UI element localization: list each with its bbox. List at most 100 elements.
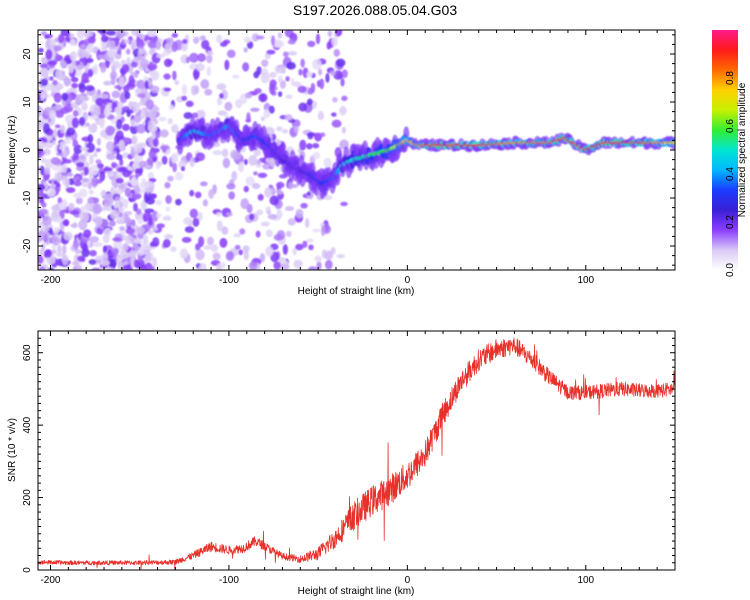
spectrogram-noise-blob (107, 258, 117, 268)
spectrogram-noise-blob (224, 59, 230, 71)
spectrogram-noise-blob (156, 223, 165, 229)
spectrogram-noise-blob (298, 102, 308, 112)
spectrogram-noise-blob (216, 83, 227, 90)
spectrogram-noise-blob (66, 172, 74, 177)
spectrogram-noise-blob (50, 249, 57, 255)
spectrogram-noise-blob (333, 48, 340, 57)
spectrogram-noise-blob (69, 38, 75, 47)
spectrogram-noise-blob (62, 159, 72, 164)
spectrogram-noise-blob (331, 112, 337, 117)
spectrogram-noise-blob (238, 161, 245, 173)
spectrogram-noise-blob (60, 124, 66, 134)
spectrogram-noise-blob (156, 53, 165, 58)
spectrogram-noise-blob (100, 44, 108, 52)
spectrogram-noise-blob (65, 177, 70, 187)
spectrogram-noise-blob (148, 150, 156, 159)
spectrogram-noise-blob (335, 58, 346, 67)
spectrogram-noise-blob (124, 235, 135, 245)
spectrogram-noise-blob (189, 208, 199, 219)
spectrogram-noise-blob (116, 118, 123, 130)
spectrogram-noise-blob (60, 107, 70, 114)
spectrogram-noise-blob (202, 199, 208, 207)
spectrogram-noise-blob (339, 106, 347, 116)
spectrogram-noise-blob (174, 80, 180, 86)
spectrogram-noise-blob (69, 52, 76, 61)
spectrogram-noise-blob (198, 262, 207, 270)
spectrogram-noise-blob (206, 54, 213, 64)
spectrogram-noise-blob (151, 210, 159, 222)
spectrogram-noise-blob (99, 170, 106, 182)
spectrogram-noise-blob (155, 199, 162, 206)
spectrogram-noise-blob (277, 91, 283, 97)
spectrogram-noise-blob (55, 69, 63, 80)
spectrogram-noise-blob (95, 97, 105, 106)
spectrogram-noise-blob (194, 191, 202, 199)
spectrogram-noise-blob (246, 40, 254, 49)
spectrogram-noise-blob (131, 79, 136, 84)
spectrogram-noise-blob (138, 246, 144, 256)
spectrogram-noise-blob (221, 226, 229, 235)
spectrogram-y-tick-label: 20 (22, 48, 33, 60)
spectrogram-noise-blob (122, 123, 130, 132)
spectrogram-noise-blob (251, 33, 260, 42)
spectrogram-noise-blob (276, 181, 285, 189)
spectrogram-noise-blob (42, 122, 51, 134)
spectrogram-noise-blob (121, 63, 130, 73)
spectrogram-noise-blob (299, 139, 307, 151)
spectrogram-noise-blob (251, 182, 261, 189)
spectrogram-y-tick-label: -10 (22, 190, 33, 205)
spectrogram-noise-blob (171, 41, 178, 53)
spectrogram-noise-blob (42, 215, 52, 226)
spectrogram-noise-blob (304, 217, 310, 229)
colorbar-tick-label: 0.4 (725, 167, 736, 181)
spectrogram-noise-blob (72, 139, 79, 148)
spectrogram-noise-blob (62, 149, 67, 158)
spectrogram-x-tick-label: -200 (40, 275, 60, 286)
spectrogram-noise-blob (254, 88, 262, 94)
spectrogram-noise-blob (102, 245, 107, 254)
spectrogram-noise-blob (124, 187, 132, 197)
colorbar-label: Normalized spectral amplitude (737, 82, 748, 217)
spectrogram-noise-blob (75, 162, 85, 168)
spectrogram-noise-blob (275, 189, 283, 195)
spectrogram-noise-blob (302, 240, 308, 248)
spectrogram-noise-blob (195, 109, 206, 120)
spectrogram-noise-blob (206, 50, 214, 56)
snr-y-ticks: 0 200 400 600 (22, 330, 675, 573)
spectrogram-noise-blob (66, 127, 76, 136)
spectrogram-noise-blob (105, 141, 115, 151)
spectrogram-noise-blob (243, 249, 249, 261)
spectrogram-noise-blob (112, 237, 122, 242)
spectrogram-noise-blob (46, 188, 56, 197)
spectrogram-noise-blob (300, 202, 308, 209)
spectrogram-noise-blob (306, 98, 313, 106)
spectrogram-noise-blob (91, 164, 99, 176)
spectrogram-noise-blob (85, 161, 90, 168)
snr-series-line (38, 337, 675, 570)
spectrogram-noise-blob (239, 228, 246, 235)
spectrogram-noise-blob (282, 244, 288, 255)
spectrogram-noise-blob (58, 202, 65, 210)
spectrogram-noise-blob (168, 104, 175, 111)
spectrogram-noise-blob (171, 32, 178, 38)
spectrogram-noise-blob (54, 124, 61, 129)
colorbar: 0.0 0.2 0.4 0.6 0.8 Normalized spectral ampl… (712, 30, 748, 277)
spectrogram-noise-blob (327, 30, 333, 37)
spectrogram-noise-blob (123, 39, 130, 44)
spectrogram-noise-blob (235, 99, 243, 109)
spectrogram-noise-blob (159, 129, 169, 138)
spectrogram-noise-blob (318, 110, 324, 116)
spectrogram-noise-blob (250, 107, 260, 112)
snr-y-tick-label: 200 (22, 489, 33, 506)
spectrogram-noise-blob (132, 102, 140, 114)
spectrogram-noise-blob (185, 56, 190, 64)
spectrogram-noise-blob (93, 106, 101, 117)
spectrogram-noise-blob (164, 234, 173, 240)
spectrogram-noise-blob (108, 40, 116, 50)
spectrogram-noise-blob (321, 225, 326, 237)
spectrogram-noise-blob (128, 101, 134, 109)
spectrogram-noise-blob (163, 87, 172, 92)
spectrogram-noise-blob (49, 109, 57, 120)
spectrogram-noise-blob (100, 190, 106, 197)
spectrogram-noise-blob (92, 203, 102, 215)
